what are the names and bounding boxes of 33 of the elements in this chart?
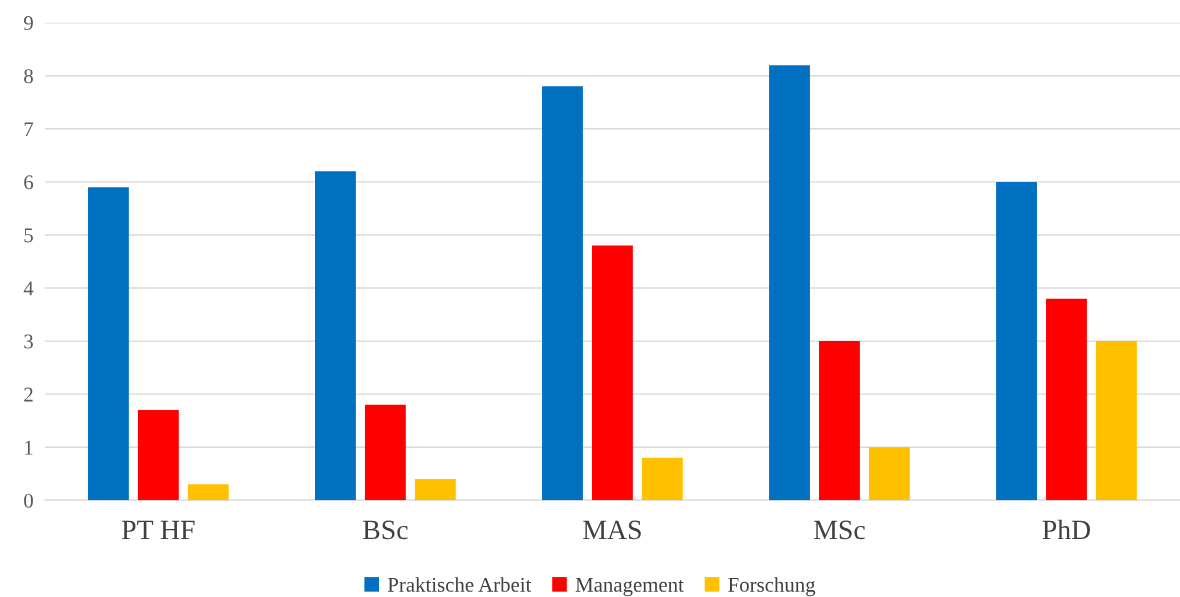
bar xyxy=(542,86,583,501)
legend-label: Forschung xyxy=(728,577,816,597)
bar xyxy=(641,457,683,501)
legend-label: Praktische Arbeit xyxy=(387,577,532,592)
bar xyxy=(364,404,406,501)
bar xyxy=(769,65,810,501)
y-tick-label: 9 xyxy=(23,16,33,31)
x-tick-label: PT HF xyxy=(121,520,195,540)
bar xyxy=(1096,341,1137,501)
bar xyxy=(315,171,356,501)
bar xyxy=(591,245,633,501)
bar xyxy=(996,181,1037,501)
x-tick-label: MSc xyxy=(814,520,865,540)
y-tick-label: 8 xyxy=(24,69,33,84)
bar xyxy=(414,479,456,501)
x-tick-label: BSc xyxy=(363,520,408,540)
y-tick-label: 5 xyxy=(24,228,33,243)
bar xyxy=(187,484,229,501)
legend-label: Management xyxy=(575,578,684,597)
bar xyxy=(1046,298,1087,501)
x-tick-label: MAS xyxy=(583,520,641,540)
y-tick-label: 6 xyxy=(24,175,34,190)
y-tick-label: 3 xyxy=(24,334,33,349)
bar xyxy=(87,187,129,501)
bar xyxy=(819,341,860,501)
x-tick-label: PhD xyxy=(1042,519,1091,540)
y-tick-label: 4 xyxy=(23,281,34,296)
bar xyxy=(137,410,179,501)
y-tick-label: 7 xyxy=(24,122,34,137)
y-tick-label: 0 xyxy=(24,493,33,508)
bar xyxy=(868,447,910,501)
y-tick-label: 2 xyxy=(24,387,33,402)
y-tick-label: 1 xyxy=(25,440,33,455)
